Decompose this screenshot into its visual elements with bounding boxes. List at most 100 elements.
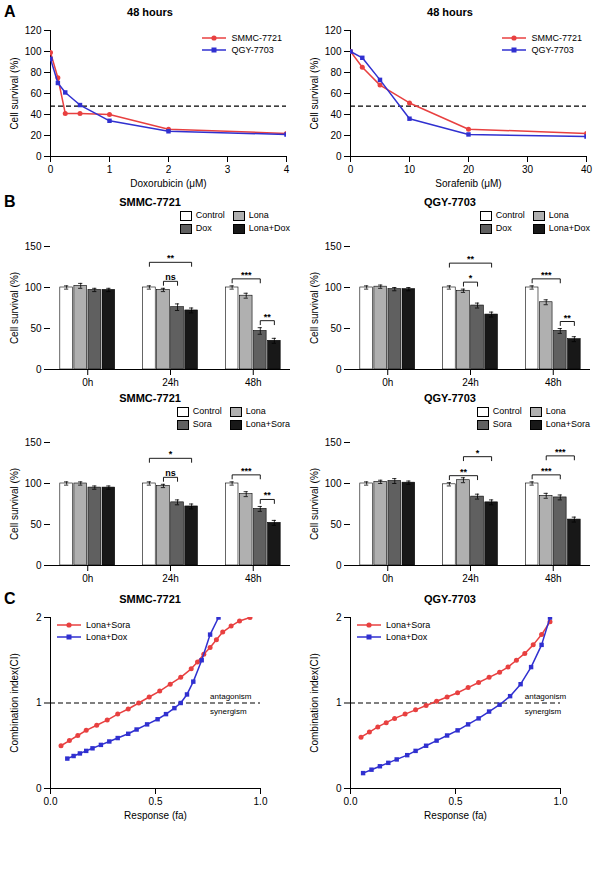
svg-text:50: 50 <box>30 519 42 530</box>
svg-text:0.5: 0.5 <box>449 796 463 807</box>
svg-text:***: *** <box>241 466 252 476</box>
svg-text:24h: 24h <box>462 573 479 584</box>
html-text:A: A <box>4 3 16 20</box>
svg-text:50: 50 <box>30 323 42 334</box>
svg-text:48h: 48h <box>545 573 562 584</box>
svg-text:100: 100 <box>25 282 42 293</box>
svg-text:**: ** <box>167 253 175 263</box>
svg-text:0: 0 <box>348 164 354 175</box>
svg-text:synergism: synergism <box>525 707 562 716</box>
svg-text:150: 150 <box>25 241 42 252</box>
svg-text:40: 40 <box>30 109 42 120</box>
svg-text:2: 2 <box>166 164 172 175</box>
svg-text:150: 150 <box>325 437 342 448</box>
svg-text:Cell survival (%): Cell survival (%) <box>9 57 20 129</box>
svg-text:0.0: 0.0 <box>344 796 358 807</box>
svg-text:50: 50 <box>330 323 342 334</box>
svg-text:20: 20 <box>463 164 475 175</box>
svg-text:***: *** <box>541 270 552 280</box>
svg-text:150: 150 <box>325 241 342 252</box>
svg-text:Cell survival (%): Cell survival (%) <box>9 468 20 540</box>
svg-text:40: 40 <box>330 109 342 120</box>
svg-text:0h: 0h <box>82 377 93 388</box>
svg-text:0.0: 0.0 <box>44 796 58 807</box>
svg-text:0.5: 0.5 <box>149 796 163 807</box>
svg-text:0: 0 <box>336 151 342 162</box>
svg-text:20: 20 <box>330 130 342 141</box>
svg-text:0: 0 <box>336 560 342 571</box>
svg-text:80: 80 <box>330 67 342 78</box>
svg-text:100: 100 <box>25 478 42 489</box>
svg-text:**: ** <box>460 467 468 477</box>
svg-text:1: 1 <box>36 697 42 708</box>
svg-text:Cell survival (%): Cell survival (%) <box>309 57 320 129</box>
svg-text:0h: 0h <box>82 573 93 584</box>
svg-text:0: 0 <box>36 364 42 375</box>
svg-text:150: 150 <box>25 437 42 448</box>
svg-text:***: *** <box>241 270 252 280</box>
svg-text:antagonism: antagonism <box>210 692 252 701</box>
svg-text:**: ** <box>264 490 272 500</box>
svg-text:*: * <box>169 449 173 459</box>
svg-text:0: 0 <box>48 164 54 175</box>
svg-text:24h: 24h <box>162 573 179 584</box>
svg-text:0h: 0h <box>382 573 393 584</box>
svg-text:1.0: 1.0 <box>554 796 568 807</box>
svg-text:4: 4 <box>284 164 290 175</box>
svg-text:48h: 48h <box>245 377 262 388</box>
svg-text:1: 1 <box>336 697 342 708</box>
svg-text:***: *** <box>555 447 566 457</box>
svg-text:100: 100 <box>25 46 42 57</box>
svg-text:3: 3 <box>225 164 231 175</box>
html-text:48 hours: 48 hours <box>427 6 473 18</box>
svg-text:**: ** <box>264 312 272 322</box>
svg-text:24h: 24h <box>462 377 479 388</box>
svg-text:100: 100 <box>325 282 342 293</box>
svg-text:60: 60 <box>30 88 42 99</box>
svg-text:Doxorubicin (μM): Doxorubicin (μM) <box>130 178 206 189</box>
svg-text:0: 0 <box>36 783 42 794</box>
svg-text:antagonism: antagonism <box>525 692 567 701</box>
svg-text:0: 0 <box>336 783 342 794</box>
svg-text:*: * <box>476 448 480 458</box>
svg-text:0: 0 <box>336 364 342 375</box>
svg-text:Cell survival (%): Cell survival (%) <box>309 468 320 540</box>
svg-text:***: *** <box>541 466 552 476</box>
svg-text:Sorafenib (μM): Sorafenib (μM) <box>435 178 501 189</box>
svg-text:24h: 24h <box>162 377 179 388</box>
svg-text:0h: 0h <box>382 377 393 388</box>
svg-text:0: 0 <box>36 151 42 162</box>
svg-text:Response (fa): Response (fa) <box>424 810 487 821</box>
svg-text:Combination index(CI): Combination index(CI) <box>309 653 320 753</box>
svg-text:30: 30 <box>522 164 534 175</box>
svg-text:60: 60 <box>330 88 342 99</box>
svg-text:100: 100 <box>325 478 342 489</box>
svg-text:*: * <box>469 273 473 283</box>
svg-text:2: 2 <box>336 612 342 623</box>
svg-text:Response (fa): Response (fa) <box>124 810 187 821</box>
svg-text:100: 100 <box>325 46 342 57</box>
svg-text:0: 0 <box>36 560 42 571</box>
svg-text:40: 40 <box>581 164 593 175</box>
svg-text:synergism: synergism <box>210 707 247 716</box>
svg-text:**: ** <box>467 254 475 264</box>
svg-text:Cell survival (%): Cell survival (%) <box>309 272 320 344</box>
svg-text:120: 120 <box>25 25 42 36</box>
svg-text:48h: 48h <box>245 573 262 584</box>
svg-text:Cell survival (%): Cell survival (%) <box>9 272 20 344</box>
svg-text:ns: ns <box>165 468 176 478</box>
svg-text:ns: ns <box>165 272 176 282</box>
svg-text:80: 80 <box>30 67 42 78</box>
svg-text:2: 2 <box>36 612 42 623</box>
svg-text:120: 120 <box>325 25 342 36</box>
svg-text:Combination index(CI): Combination index(CI) <box>9 653 20 753</box>
svg-text:1.0: 1.0 <box>254 796 268 807</box>
svg-text:1: 1 <box>107 164 113 175</box>
html-text:48 hours: 48 hours <box>127 6 173 18</box>
html-text:B: B <box>4 193 16 210</box>
svg-text:20: 20 <box>30 130 42 141</box>
svg-text:50: 50 <box>330 519 342 530</box>
svg-text:48h: 48h <box>545 377 562 388</box>
svg-text:**: ** <box>564 313 572 323</box>
svg-text:10: 10 <box>404 164 416 175</box>
